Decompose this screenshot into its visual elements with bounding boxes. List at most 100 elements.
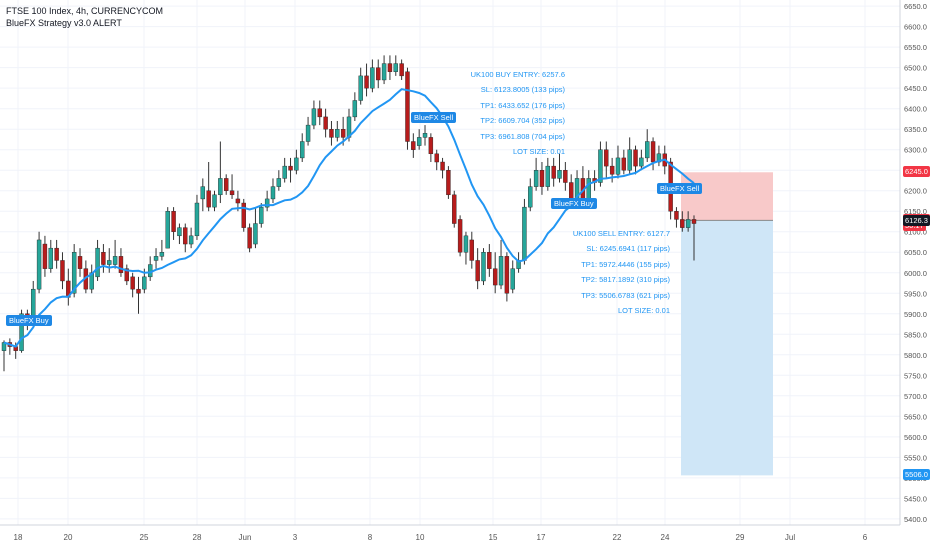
- candle-body: [522, 206, 527, 261]
- annotation-line: TP1: 6433.652 (176 pips): [480, 100, 565, 110]
- indicator-title[interactable]: BlueFX Strategy v3.0 ALERT: [6, 18, 122, 28]
- candle-body: [118, 256, 124, 273]
- price-tick-label: 6150.0: [904, 207, 927, 216]
- price-tag: 6126.3: [903, 214, 930, 226]
- price-tick-label: 6650.0: [904, 2, 927, 11]
- candle-body: [19, 313, 24, 351]
- time-tick-label: 25: [140, 533, 149, 542]
- price-tick-label: 6100.0: [904, 228, 927, 237]
- price-tick-label: 5600.0: [904, 433, 927, 442]
- candle-body: [685, 219, 691, 228]
- price-tick-label: 6050.0: [904, 248, 927, 257]
- candle-body: [674, 211, 679, 220]
- candle-body: [294, 157, 299, 171]
- candle-body: [177, 227, 182, 237]
- candle-body: [627, 149, 632, 171]
- price-tick-label: 5700.0: [904, 392, 927, 401]
- candle-body: [42, 243, 48, 269]
- candle-body: [510, 268, 515, 290]
- candle-body: [335, 128, 340, 138]
- symbol-title[interactable]: FTSE 100 Index, 4h, CURRENCYCOM: [6, 6, 164, 16]
- price-tick-label: 6200.0: [904, 187, 927, 196]
- time-tick-label: Jul: [785, 533, 795, 542]
- candle-body: [259, 206, 264, 224]
- bluefx-buy-label-2: BlueFX Buy: [551, 198, 597, 209]
- candle-body: [194, 202, 200, 237]
- candle-body: [229, 190, 235, 196]
- candle-body: [393, 63, 398, 72]
- price-tick-label: 5650.0: [904, 412, 927, 421]
- candle-body: [645, 141, 650, 159]
- candle-body: [54, 247, 59, 261]
- time-tick-label: 6: [863, 533, 868, 542]
- price-tick-label: 5450.0: [904, 494, 927, 503]
- time-tick-label: 18: [14, 533, 23, 542]
- time-tick-label: 15: [489, 533, 498, 542]
- price-tick-label: 6600.0: [904, 23, 927, 32]
- candle-body: [533, 170, 539, 187]
- candle-body: [487, 252, 492, 269]
- time-tick-label: 10: [416, 533, 425, 542]
- candle-body: [352, 100, 358, 118]
- candle-body: [411, 141, 416, 150]
- candle-body: [428, 137, 434, 155]
- candle-body: [557, 170, 562, 179]
- candle-body: [469, 239, 474, 261]
- candle-body: [563, 170, 568, 183]
- time-tick-label: 28: [193, 533, 202, 542]
- price-tick-label: 5750.0: [904, 371, 927, 380]
- candle-body: [159, 252, 165, 257]
- annotation-line: TP3: 5506.6783 (621 pips): [581, 290, 670, 300]
- time-tick-label: 17: [537, 533, 546, 542]
- candle-body: [107, 260, 112, 265]
- candle-body: [504, 256, 510, 294]
- candle-body: [77, 256, 83, 269]
- candle-body: [376, 67, 381, 81]
- candle-body: [112, 256, 118, 265]
- time-tick-label: 20: [64, 533, 73, 542]
- candle-body: [475, 260, 480, 282]
- candle-body: [95, 247, 100, 278]
- annotation-line: LOT SIZE: 0.01: [618, 306, 670, 315]
- candle-body: [323, 116, 328, 130]
- annotation-line: LOT SIZE: 0.01: [513, 147, 565, 156]
- candle-body: [440, 161, 445, 171]
- price-tick-label: 5850.0: [904, 330, 927, 339]
- candle-body: [545, 165, 551, 187]
- price-tick-label: 6350.0: [904, 125, 927, 134]
- candle-body: [680, 219, 685, 228]
- candle-body: [457, 219, 463, 253]
- candle-body: [124, 268, 129, 282]
- annotation-line: TP3: 6961.808 (704 pips): [480, 131, 565, 141]
- candle-body: [305, 124, 311, 142]
- candle-body: [241, 202, 246, 228]
- candle-body: [609, 165, 615, 175]
- candle-body: [317, 108, 322, 118]
- candle-body: [153, 256, 159, 261]
- candle-body: [551, 165, 556, 179]
- candle-body: [370, 67, 375, 89]
- annotation-line: UK100 SELL ENTRY: 6127.7: [572, 229, 670, 238]
- candle-body: [171, 211, 176, 232]
- candle-body: [206, 190, 211, 208]
- candle-body: [691, 219, 697, 224]
- price-tag: 6245.0: [903, 166, 930, 178]
- candle-body: [364, 75, 369, 89]
- price-tick-label: 6300.0: [904, 146, 927, 155]
- candle-body: [200, 186, 206, 200]
- candle-body: [235, 198, 241, 204]
- price-tick-label: 6550.0: [904, 43, 927, 52]
- candle-body: [586, 178, 591, 200]
- annotation-line: UK100 BUY ENTRY: 6257.6: [470, 70, 565, 79]
- candle-body: [165, 211, 170, 249]
- candle-body: [71, 252, 77, 294]
- chart-header: FTSE 100 Index, 4h, CURRENCYCOM BlueFX S…: [6, 5, 163, 29]
- candle-body: [528, 186, 533, 208]
- candle-body: [539, 170, 545, 187]
- time-tick-label: 8: [368, 533, 373, 542]
- candle-body: [358, 75, 363, 101]
- candle-body: [300, 141, 305, 159]
- candle-body: [434, 153, 439, 163]
- candle-body: [282, 165, 287, 179]
